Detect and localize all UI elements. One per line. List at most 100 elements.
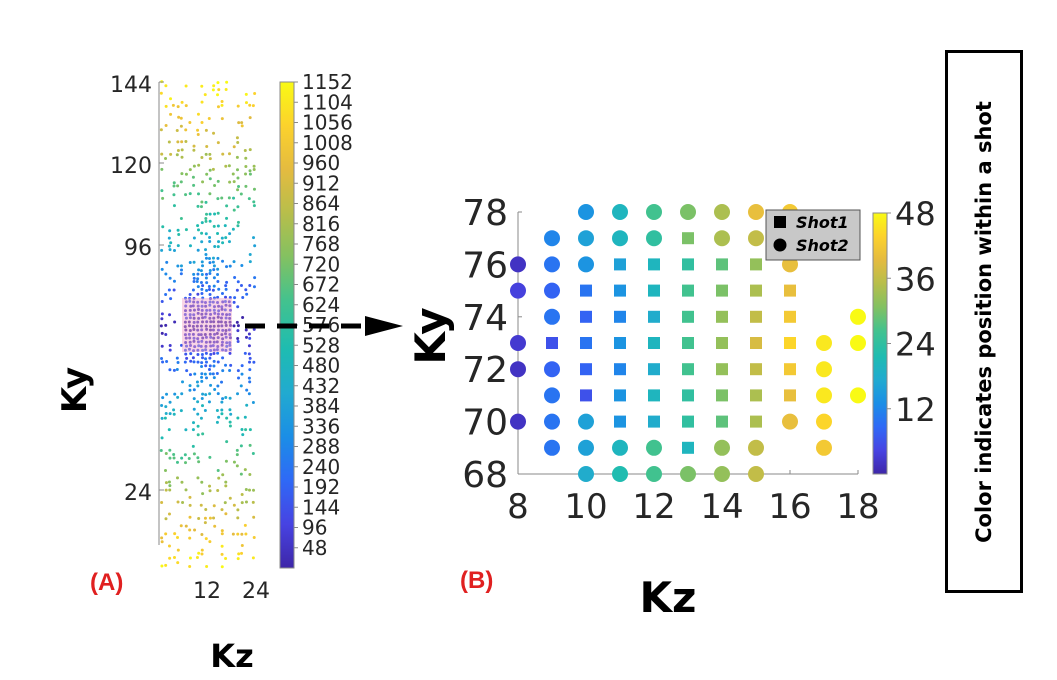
sampling-point bbox=[188, 515, 192, 519]
sampling-point bbox=[208, 303, 212, 307]
sampling-point bbox=[212, 352, 216, 356]
sampling-point bbox=[243, 468, 247, 472]
sampling-point bbox=[184, 340, 188, 344]
sampling-point bbox=[200, 480, 204, 484]
shot1-point bbox=[682, 415, 694, 428]
sampling-point bbox=[160, 500, 164, 504]
shot2-point bbox=[578, 439, 594, 456]
sampling-point bbox=[160, 299, 164, 303]
sampling-point bbox=[247, 197, 251, 201]
sampling-point bbox=[196, 272, 200, 276]
shot2-point bbox=[748, 439, 764, 456]
sampling-point bbox=[251, 500, 255, 504]
sampling-point bbox=[200, 328, 204, 332]
sampling-point bbox=[196, 456, 200, 460]
sampling-point bbox=[217, 309, 221, 313]
sampling-point bbox=[236, 280, 240, 284]
sampling-point bbox=[188, 384, 192, 388]
sampling-point bbox=[225, 341, 229, 345]
sampling-point bbox=[176, 561, 180, 565]
shot2-point bbox=[714, 466, 730, 482]
sampling-point bbox=[188, 503, 192, 507]
sampling-point bbox=[196, 337, 200, 341]
sampling-point bbox=[216, 468, 220, 472]
sampling-point bbox=[208, 340, 212, 344]
sampling-point bbox=[184, 352, 188, 356]
sampling-point bbox=[251, 556, 255, 560]
sampling-point bbox=[168, 313, 172, 317]
sampling-point bbox=[204, 128, 208, 132]
sampling-point bbox=[195, 555, 199, 559]
sampling-point bbox=[192, 360, 196, 364]
sampling-point bbox=[224, 332, 228, 336]
colorbar-tick-label: 48 bbox=[302, 536, 327, 560]
sampling-point bbox=[192, 164, 196, 168]
sampling-point bbox=[252, 515, 256, 519]
shot1-point bbox=[614, 310, 626, 323]
sampling-point bbox=[224, 236, 228, 240]
sampling-point bbox=[192, 397, 196, 401]
sampling-point bbox=[167, 480, 171, 484]
sampling-point bbox=[244, 184, 248, 188]
sampling-point bbox=[220, 400, 224, 404]
sampling-point bbox=[216, 179, 220, 183]
sampling-point bbox=[227, 152, 231, 156]
sampling-point bbox=[208, 240, 212, 244]
shot1-point bbox=[580, 310, 592, 323]
sampling-point bbox=[217, 88, 221, 92]
shot1-point bbox=[648, 337, 660, 349]
sampling-point bbox=[164, 405, 168, 409]
colorbar-tick-label: 1152 bbox=[302, 70, 353, 94]
sampling-point bbox=[173, 320, 177, 324]
sampling-point bbox=[180, 480, 184, 484]
sampling-point bbox=[192, 388, 196, 392]
sampling-point bbox=[168, 556, 172, 560]
sampling-point bbox=[228, 232, 232, 236]
sampling-point bbox=[196, 277, 200, 281]
zoom-arrow bbox=[245, 316, 403, 336]
sampling-point bbox=[228, 320, 232, 324]
shot2-point bbox=[510, 256, 526, 273]
sampling-point bbox=[223, 224, 227, 228]
sampling-point bbox=[220, 408, 224, 412]
sampling-point bbox=[196, 348, 200, 352]
sampling-point bbox=[247, 376, 251, 380]
sampling-point bbox=[239, 472, 243, 476]
sampling-point bbox=[187, 347, 191, 351]
sampling-point bbox=[188, 336, 192, 340]
sampling-point bbox=[243, 149, 247, 153]
sampling-point bbox=[241, 433, 245, 437]
sampling-point bbox=[179, 409, 183, 413]
sampling-point bbox=[245, 403, 249, 407]
sampling-point bbox=[187, 332, 191, 336]
shot2-point bbox=[578, 230, 594, 247]
sampling-point bbox=[248, 360, 252, 364]
shot1-point bbox=[648, 389, 660, 402]
sampling-point bbox=[207, 400, 211, 404]
sampling-point bbox=[224, 287, 228, 291]
panel-b-ytick: 72 bbox=[462, 350, 508, 391]
shot2-point bbox=[510, 361, 526, 378]
sampling-point bbox=[244, 164, 248, 168]
sampling-point bbox=[252, 285, 256, 289]
sampling-point bbox=[224, 363, 228, 367]
sampling-point bbox=[232, 196, 236, 200]
sampling-point bbox=[176, 264, 180, 268]
sampling-point bbox=[252, 204, 256, 208]
sampling-point bbox=[180, 456, 184, 460]
sampling-point bbox=[236, 324, 240, 328]
sampling-point bbox=[172, 181, 176, 185]
shot1-point bbox=[682, 232, 694, 245]
sampling-point bbox=[211, 328, 215, 332]
sampling-point bbox=[212, 276, 216, 280]
sampling-point bbox=[209, 328, 213, 332]
sampling-point bbox=[243, 523, 247, 527]
shot2-point bbox=[578, 466, 594, 482]
sampling-point bbox=[240, 543, 244, 547]
colorbar-tick-label: 1056 bbox=[302, 111, 353, 135]
sampling-point bbox=[208, 297, 212, 301]
sampling-point bbox=[216, 344, 220, 348]
sampling-point bbox=[216, 336, 220, 340]
sampling-point bbox=[211, 344, 215, 348]
sampling-point bbox=[196, 112, 200, 116]
